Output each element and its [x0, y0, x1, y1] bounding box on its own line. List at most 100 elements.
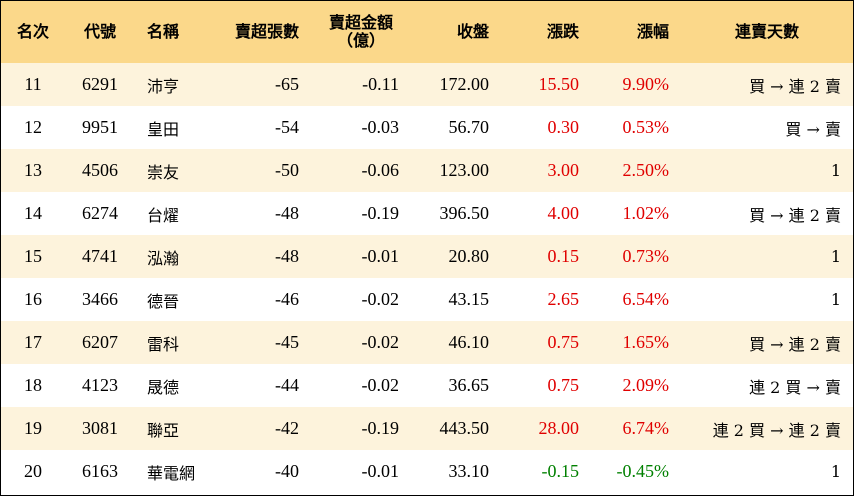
table-cell: 6291 — [65, 63, 135, 106]
table-cell: -44 — [275, 375, 299, 395]
table-row: 17 6207 雷科 -45 -0.02 46.10 0.75 1.65% 買 → 連 2 賣 — [1, 321, 853, 364]
table-cell: -45 — [215, 321, 311, 364]
table-cell: 0.30 — [547, 117, 580, 137]
table-body: 11 6291 沛亨 -65 -0.11 172.00 15.50 9.90% 買 → 連 2 … — [1, 63, 853, 493]
table-cell: -0.01 — [311, 235, 411, 278]
table-cell: -48 — [215, 235, 311, 278]
table-cell: 12 — [24, 117, 42, 137]
table-cell: 14 — [24, 203, 42, 223]
table-row: 15 4741 泓瀚 -48 -0.01 20.80 0.15 0.73% 1 — [1, 235, 853, 278]
table-cell: 晟德 — [147, 377, 180, 397]
table-cell: -50 — [215, 149, 311, 192]
table-cell: 6274 — [82, 203, 118, 223]
table-cell: -40 — [275, 461, 299, 481]
table-cell: 德晉 — [147, 291, 180, 311]
table-cell: 買 → 連 2 賣 — [749, 205, 841, 225]
table-cell: 4123 — [82, 375, 118, 395]
table-cell: 1.02% — [622, 203, 670, 223]
table-row: 20 6163 華電網 -40 -0.01 33.10 -0.15 -0.45% 1 — [1, 450, 853, 493]
table-cell: 0.75 — [501, 321, 591, 364]
table-cell: -0.03 — [361, 117, 400, 137]
table-cell: 56.70 — [448, 117, 490, 137]
table-cell: 4506 — [65, 149, 135, 192]
table-row: 19 3081 聯亞 -42 -0.19 443.50 28.00 6.74% 連 2 買 → … — [1, 407, 853, 450]
table-cell: -0.02 — [361, 375, 400, 395]
table-cell: -48 — [275, 203, 299, 223]
table-cell: 15 — [1, 235, 65, 278]
table-cell: -0.11 — [311, 63, 411, 106]
table-cell: -0.15 — [541, 461, 580, 481]
table-cell: 1 — [681, 235, 853, 278]
table-cell: 172.00 — [411, 63, 501, 106]
table-cell: 20 — [24, 461, 42, 481]
table-cell: 4741 — [65, 235, 135, 278]
table-cell: 6.74% — [591, 407, 681, 450]
table-cell: -0.02 — [311, 321, 411, 364]
column-header: 賣超金額 （億） — [311, 1, 411, 63]
table-cell: -65 — [215, 63, 311, 106]
table-cell: 6207 — [65, 321, 135, 364]
table-row: 11 6291 沛亨 -65 -0.11 172.00 15.50 9.90% 買 → 連 2 … — [1, 63, 853, 106]
table-row: 18 4123 晟德 -44 -0.02 36.65 0.75 2.09% 連 2 買 → 賣 — [1, 364, 853, 407]
table-cell: 買 → 連 2 賣 — [681, 63, 853, 106]
table-cell: 33.10 — [448, 461, 490, 481]
table-cell: 1 — [681, 149, 853, 192]
table-cell: -0.02 — [361, 289, 400, 309]
table-cell: 20.80 — [411, 235, 501, 278]
table-cell: -0.45% — [616, 461, 670, 481]
table-cell: 28.00 — [501, 407, 591, 450]
table-cell: 3.00 — [501, 149, 591, 192]
column-header: 漲跌 — [501, 1, 591, 63]
header-row: 名次 代號 名稱 賣超張數 賣超金額 （億） 收盤 漲跌 漲幅 連賣天數 — [1, 1, 853, 63]
table-cell: 443.50 — [411, 407, 501, 450]
table-cell: 0.15 — [501, 235, 591, 278]
table-cell: 3081 — [65, 407, 135, 450]
table-cell: 1 — [830, 462, 841, 481]
table-cell: 46.10 — [411, 321, 501, 364]
table-cell: 9.90% — [591, 63, 681, 106]
table-cell: 2.50% — [591, 149, 681, 192]
table-row: 14 6274 台燿 -48 -0.19 396.50 4.00 1.02% 買 → 連 2 賣 — [1, 192, 853, 235]
table-cell: 17 — [1, 321, 65, 364]
table-cell: 36.65 — [448, 375, 490, 395]
table-cell: 396.50 — [439, 203, 490, 223]
table-row: 16 3466 德晉 -46 -0.02 43.15 2.65 6.54% 1 — [1, 278, 853, 321]
table-cell: 沛亨 — [135, 63, 215, 106]
table-cell: -46 — [275, 289, 299, 309]
table-cell: 1.65% — [591, 321, 681, 364]
table-cell: -0.19 — [311, 407, 411, 450]
column-header: 漲幅 — [591, 1, 681, 63]
table-cell: 19 — [1, 407, 65, 450]
table-cell: 16 — [24, 289, 42, 309]
table-cell: 9951 — [82, 117, 118, 137]
column-header: 名稱 — [135, 1, 215, 63]
table-row: 12 9951 皇田 -54 -0.03 56.70 0.30 0.53% 買 → 賣 — [1, 106, 853, 149]
table-cell: 0.75 — [547, 375, 580, 395]
table-cell: 2.65 — [547, 289, 580, 309]
table-cell: 台燿 — [147, 205, 180, 225]
table-cell: 2.09% — [622, 375, 670, 395]
table-cell: -54 — [275, 117, 299, 137]
table-cell: -0.06 — [311, 149, 411, 192]
table-cell: 15.50 — [501, 63, 591, 106]
table-cell: 聯亞 — [135, 407, 215, 450]
table-row: 13 4506 崇友 -50 -0.06 123.00 3.00 2.50% 1 — [1, 149, 853, 192]
table-cell: -42 — [215, 407, 311, 450]
column-header: 收盤 — [411, 1, 501, 63]
table-cell: 123.00 — [411, 149, 501, 192]
table-cell: 18 — [24, 375, 42, 395]
table-cell: 雷科 — [135, 321, 215, 364]
table-cell: 13 — [1, 149, 65, 192]
table-cell: 泓瀚 — [135, 235, 215, 278]
table-cell: -0.01 — [361, 461, 400, 481]
table-cell: 11 — [1, 63, 65, 106]
table-cell: 連 2 買 → 賣 — [749, 377, 841, 397]
table-cell: 連 2 買 → 連 2 賣 — [681, 407, 853, 450]
table-cell: 1 — [830, 290, 841, 309]
column-header: 名次 — [1, 1, 65, 63]
table-cell: 43.15 — [448, 289, 490, 309]
table-cell: 6.54% — [622, 289, 670, 309]
table-cell: 0.73% — [591, 235, 681, 278]
